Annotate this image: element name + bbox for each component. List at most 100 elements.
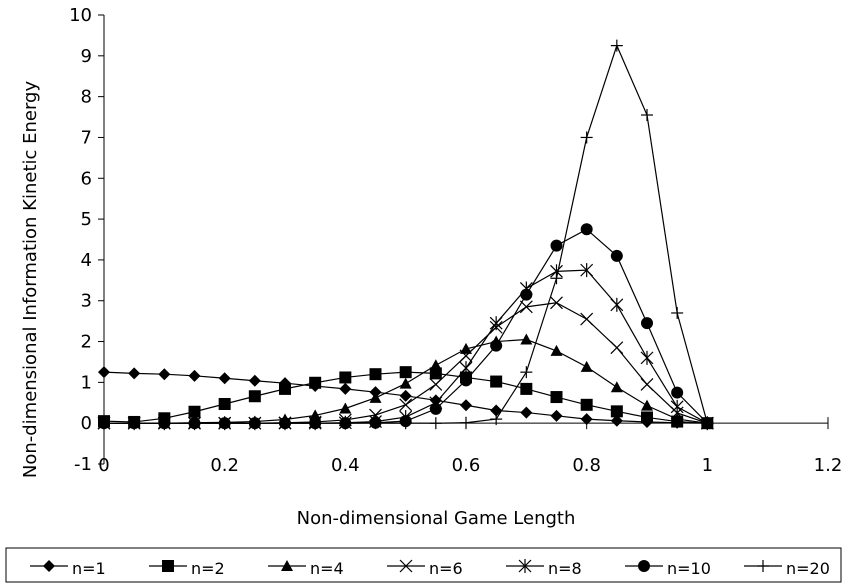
data-point xyxy=(550,409,563,422)
data-point xyxy=(460,416,472,429)
diamond-marker xyxy=(248,374,261,387)
data-point xyxy=(429,402,442,415)
circle-marker xyxy=(641,317,653,330)
data-point xyxy=(399,377,412,389)
data-point xyxy=(429,367,442,380)
data-point xyxy=(218,397,231,410)
data-point xyxy=(339,417,352,430)
data-point xyxy=(580,223,593,236)
circle-marker xyxy=(580,223,593,236)
legend-item: n=10 xyxy=(625,559,711,578)
data-point xyxy=(641,317,653,330)
diamond-marker xyxy=(128,367,141,380)
triangle-marker xyxy=(671,413,684,425)
data-point xyxy=(641,411,653,424)
legend-label: n=1 xyxy=(72,559,106,578)
y-tick-label: 5 xyxy=(81,209,92,230)
x-tick-label: 0.4 xyxy=(331,455,360,476)
data-point xyxy=(580,131,593,144)
data-point xyxy=(459,349,473,363)
data-point xyxy=(218,372,231,385)
triangle-marker xyxy=(580,360,593,372)
diamond-marker xyxy=(43,560,55,572)
data-point xyxy=(188,417,201,430)
data-point xyxy=(459,361,473,376)
data-point xyxy=(640,350,654,365)
diamond-marker xyxy=(188,369,201,382)
data-point xyxy=(369,417,382,430)
data-point xyxy=(641,109,653,122)
data-point xyxy=(610,405,623,418)
data-point xyxy=(520,288,533,301)
x-tick-label: 0.2 xyxy=(210,455,239,476)
diamond-marker xyxy=(610,414,623,427)
x-tick-label: 1 xyxy=(702,455,713,476)
y-tick-label: 9 xyxy=(81,46,92,67)
legend-label: n=4 xyxy=(310,559,344,578)
circle-marker xyxy=(520,288,533,301)
series-layer xyxy=(97,39,714,431)
data-point xyxy=(701,417,714,430)
data-point xyxy=(610,249,623,262)
legend-label: n=20 xyxy=(786,559,830,578)
data-point xyxy=(158,417,171,430)
x-marker-stroke xyxy=(429,377,443,391)
data-point xyxy=(248,417,261,430)
data-point xyxy=(671,386,684,399)
square-marker xyxy=(248,390,261,403)
data-point xyxy=(429,417,442,430)
diamond-marker xyxy=(158,368,171,381)
data-point xyxy=(610,414,623,427)
data-point xyxy=(580,413,593,426)
triangle-marker xyxy=(399,377,412,389)
x-marker-stroke xyxy=(580,312,594,326)
square-marker xyxy=(520,382,533,395)
data-point xyxy=(339,382,352,395)
data-point xyxy=(550,272,563,285)
y-tick-label: 6 xyxy=(81,168,92,189)
legend-item: n=6 xyxy=(387,559,463,578)
data-point xyxy=(580,398,593,411)
legend-label: n=10 xyxy=(667,559,711,578)
data-point xyxy=(550,344,563,356)
data-point xyxy=(128,417,141,430)
square-marker xyxy=(218,397,231,410)
legend-item: n=1 xyxy=(30,559,106,578)
triangle-marker xyxy=(281,560,293,571)
data-point xyxy=(399,417,412,430)
diamond-marker xyxy=(460,399,472,412)
y-axis-title: Non-dimensional Information Kinetic Ener… xyxy=(20,81,41,479)
triangle-marker xyxy=(339,402,352,414)
data-point xyxy=(550,296,563,310)
x-marker-stroke xyxy=(399,559,413,573)
square-marker xyxy=(162,560,174,572)
data-point xyxy=(188,369,201,382)
legend-marker xyxy=(638,560,650,572)
y-tick-label: 3 xyxy=(81,291,92,312)
data-point xyxy=(490,339,503,352)
data-point xyxy=(580,312,594,326)
x-tick-label: 0.6 xyxy=(452,455,481,476)
legend-marker xyxy=(281,560,293,571)
legend-item: n=20 xyxy=(744,559,830,578)
x-tick-label: 0.8 xyxy=(572,455,601,476)
data-point xyxy=(98,417,110,430)
data-point xyxy=(429,359,442,371)
data-point xyxy=(399,389,412,402)
diamond-marker xyxy=(218,372,231,385)
square-marker xyxy=(550,391,563,404)
data-point xyxy=(610,297,624,312)
circle-marker xyxy=(460,374,472,387)
x-tick-label: 0 xyxy=(98,455,109,476)
data-point xyxy=(520,382,533,395)
circle-marker xyxy=(550,239,563,252)
triangle-marker xyxy=(309,409,322,421)
data-point xyxy=(279,382,291,395)
data-point xyxy=(188,405,201,418)
legend-marker xyxy=(757,560,769,572)
x-axis-title: Non-dimensional Game Length xyxy=(297,508,576,529)
x-marker-stroke xyxy=(399,398,413,412)
legend-marker xyxy=(399,559,413,573)
data-point xyxy=(309,376,322,389)
data-point xyxy=(641,399,653,411)
